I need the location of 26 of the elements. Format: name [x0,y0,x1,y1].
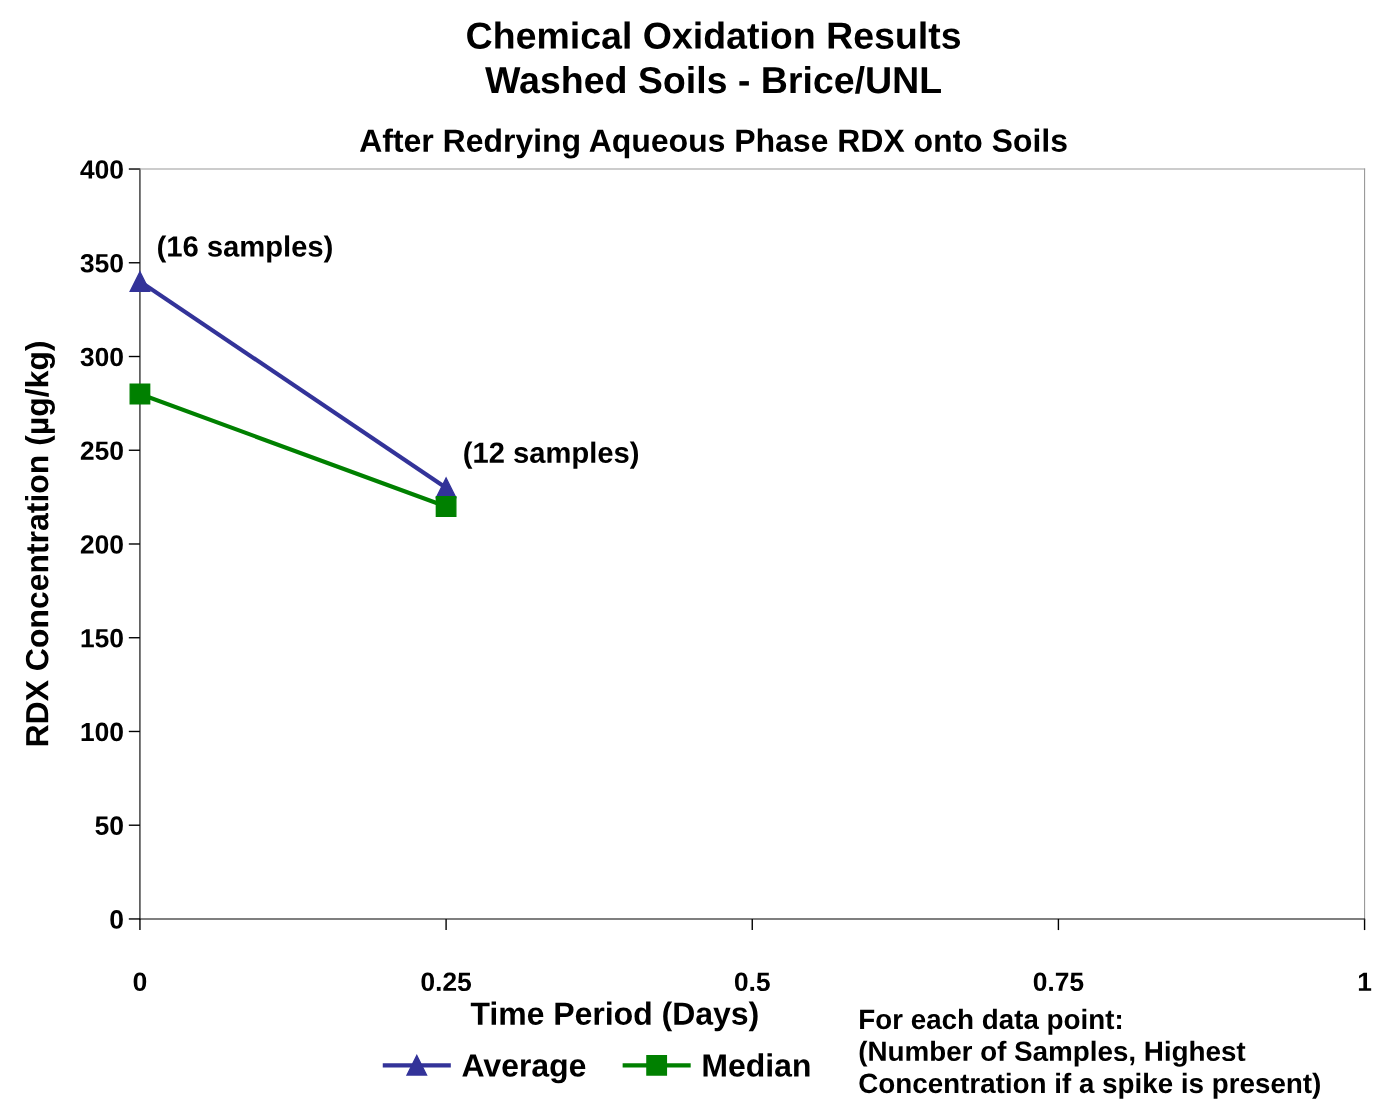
y-tick-label: 200 [80,535,123,554]
point [435,496,457,517]
x-tick-label: 0.5 [734,972,770,992]
legend-label: Median [703,1053,810,1077]
y-tick-label: 100 [81,722,123,742]
chart-subtitle: After Redrying Aqueous Phase RDX onto Soils [360,128,1067,159]
y-tick-label: 0 [110,910,123,929]
x-tick-label: 0.25 [421,972,472,992]
x-tick-label: 0.75 [1033,972,1084,992]
point [129,271,151,292]
y-axis-title: RDX Concentration (µg/kg) [25,342,55,746]
legend-label: Average [462,1054,586,1084]
text: For each data point: (Number of Samples, Highest Concentration if a spike is present) [859,1008,1320,1099]
point [129,383,151,405]
x-tick-label: 0 [133,972,147,992]
x-tick-label: 1 [1358,972,1372,991]
x-axis-title: Time Period (Days) [470,1001,758,1032]
annotation: (16 samples) [158,235,332,263]
y-tick-label: 150 [81,628,123,648]
y-tick-label: 300 [80,347,123,367]
annotation: (12 samples) [464,441,639,469]
y-tick-label: 350 [80,253,123,273]
chart-title: Chemical Oxidation Results Washed Soils - Brice/UNL [467,21,961,94]
y-tick-label: 400 [80,160,123,179]
y-tick-label: 50 [95,816,123,836]
y-tick-label: 250 [80,441,123,461]
